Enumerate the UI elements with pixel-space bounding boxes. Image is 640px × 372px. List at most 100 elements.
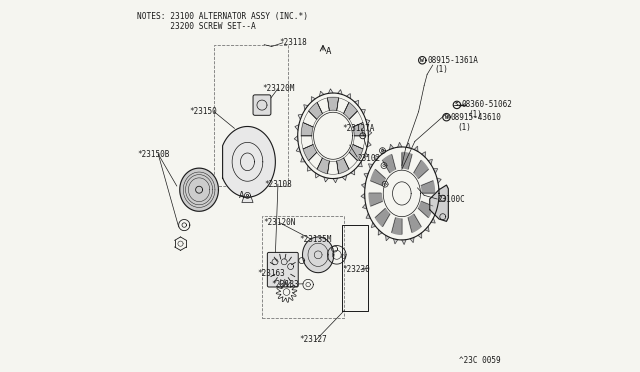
Polygon shape (371, 222, 376, 228)
Text: *23120M: *23120M (262, 84, 294, 93)
Polygon shape (422, 152, 426, 157)
Text: (1): (1) (468, 110, 483, 119)
Polygon shape (394, 239, 397, 244)
Polygon shape (361, 110, 365, 114)
Polygon shape (316, 173, 319, 178)
Polygon shape (242, 197, 253, 202)
Polygon shape (298, 114, 303, 119)
Polygon shape (375, 208, 390, 227)
Polygon shape (421, 181, 435, 193)
Text: A: A (326, 47, 331, 56)
Text: *23163: *23163 (257, 269, 285, 278)
Text: 23200 SCREW SET--A: 23200 SCREW SET--A (137, 22, 256, 31)
Polygon shape (429, 185, 449, 221)
Polygon shape (294, 136, 298, 141)
Polygon shape (337, 158, 349, 174)
Polygon shape (406, 143, 410, 148)
Polygon shape (435, 209, 440, 214)
Polygon shape (301, 123, 313, 136)
Polygon shape (358, 162, 362, 167)
Polygon shape (368, 130, 372, 136)
Polygon shape (303, 145, 317, 161)
Polygon shape (378, 230, 382, 235)
Polygon shape (351, 170, 355, 175)
Polygon shape (333, 178, 338, 183)
Polygon shape (408, 214, 421, 232)
Polygon shape (223, 126, 275, 197)
Polygon shape (361, 193, 365, 199)
Polygon shape (353, 123, 365, 136)
Text: 23102: 23102 (357, 154, 380, 163)
Text: W: W (420, 58, 424, 63)
Polygon shape (362, 183, 365, 188)
Polygon shape (346, 94, 351, 99)
Polygon shape (364, 173, 369, 178)
Text: NOTES: 23100 ALTERNATOR ASSY (INC.*): NOTES: 23100 ALTERNATOR ASSY (INC.*) (137, 12, 308, 21)
Polygon shape (419, 201, 433, 218)
Text: 08915-1361A: 08915-1361A (427, 56, 478, 65)
Polygon shape (344, 102, 357, 119)
Text: ^23C 0059: ^23C 0059 (459, 356, 500, 365)
Polygon shape (295, 125, 299, 130)
FancyBboxPatch shape (253, 95, 271, 115)
Polygon shape (397, 142, 402, 147)
Polygon shape (402, 153, 412, 169)
Text: *23150B: *23150B (137, 150, 170, 158)
Polygon shape (382, 149, 386, 154)
Polygon shape (307, 166, 312, 171)
Text: (1): (1) (435, 65, 449, 74)
Polygon shape (317, 158, 330, 174)
Polygon shape (364, 152, 368, 157)
Polygon shape (312, 97, 316, 102)
Polygon shape (425, 226, 429, 232)
Polygon shape (319, 91, 324, 96)
Polygon shape (439, 188, 443, 193)
Text: A: A (239, 191, 244, 200)
Polygon shape (338, 90, 342, 94)
Polygon shape (410, 237, 414, 243)
Polygon shape (365, 119, 370, 125)
Polygon shape (296, 147, 300, 152)
Polygon shape (369, 164, 372, 169)
Polygon shape (355, 100, 358, 106)
Text: *23150: *23150 (190, 107, 218, 116)
Text: *23120N: *23120N (264, 218, 296, 227)
Polygon shape (438, 199, 442, 204)
Polygon shape (428, 159, 433, 164)
Polygon shape (414, 160, 428, 179)
Text: *23108: *23108 (264, 180, 292, 189)
Text: 08915-43610: 08915-43610 (451, 113, 502, 122)
Text: 23100C: 23100C (438, 195, 466, 203)
Text: *23230: *23230 (342, 265, 370, 274)
Polygon shape (431, 218, 435, 223)
Polygon shape (328, 97, 339, 110)
Text: W: W (445, 115, 449, 120)
Polygon shape (180, 168, 218, 211)
Polygon shape (367, 141, 371, 147)
Polygon shape (342, 175, 346, 180)
Text: 08360-51062: 08360-51062 (461, 100, 512, 109)
Polygon shape (392, 218, 402, 234)
Polygon shape (383, 154, 396, 173)
Polygon shape (324, 177, 328, 182)
Polygon shape (303, 237, 334, 273)
Polygon shape (366, 214, 371, 218)
Polygon shape (374, 155, 379, 161)
Text: (1): (1) (457, 123, 471, 132)
FancyBboxPatch shape (268, 252, 298, 287)
Polygon shape (371, 169, 385, 186)
Polygon shape (402, 240, 406, 244)
Polygon shape (328, 89, 333, 93)
Polygon shape (418, 233, 422, 238)
Polygon shape (369, 193, 382, 206)
Polygon shape (437, 178, 441, 183)
Polygon shape (362, 204, 367, 209)
Text: S: S (455, 102, 459, 108)
Polygon shape (433, 169, 438, 173)
Text: *23135M: *23135M (300, 235, 332, 244)
Text: *23133: *23133 (271, 280, 299, 289)
Polygon shape (390, 144, 394, 150)
Polygon shape (349, 145, 363, 161)
Polygon shape (308, 102, 323, 119)
Polygon shape (414, 146, 418, 151)
